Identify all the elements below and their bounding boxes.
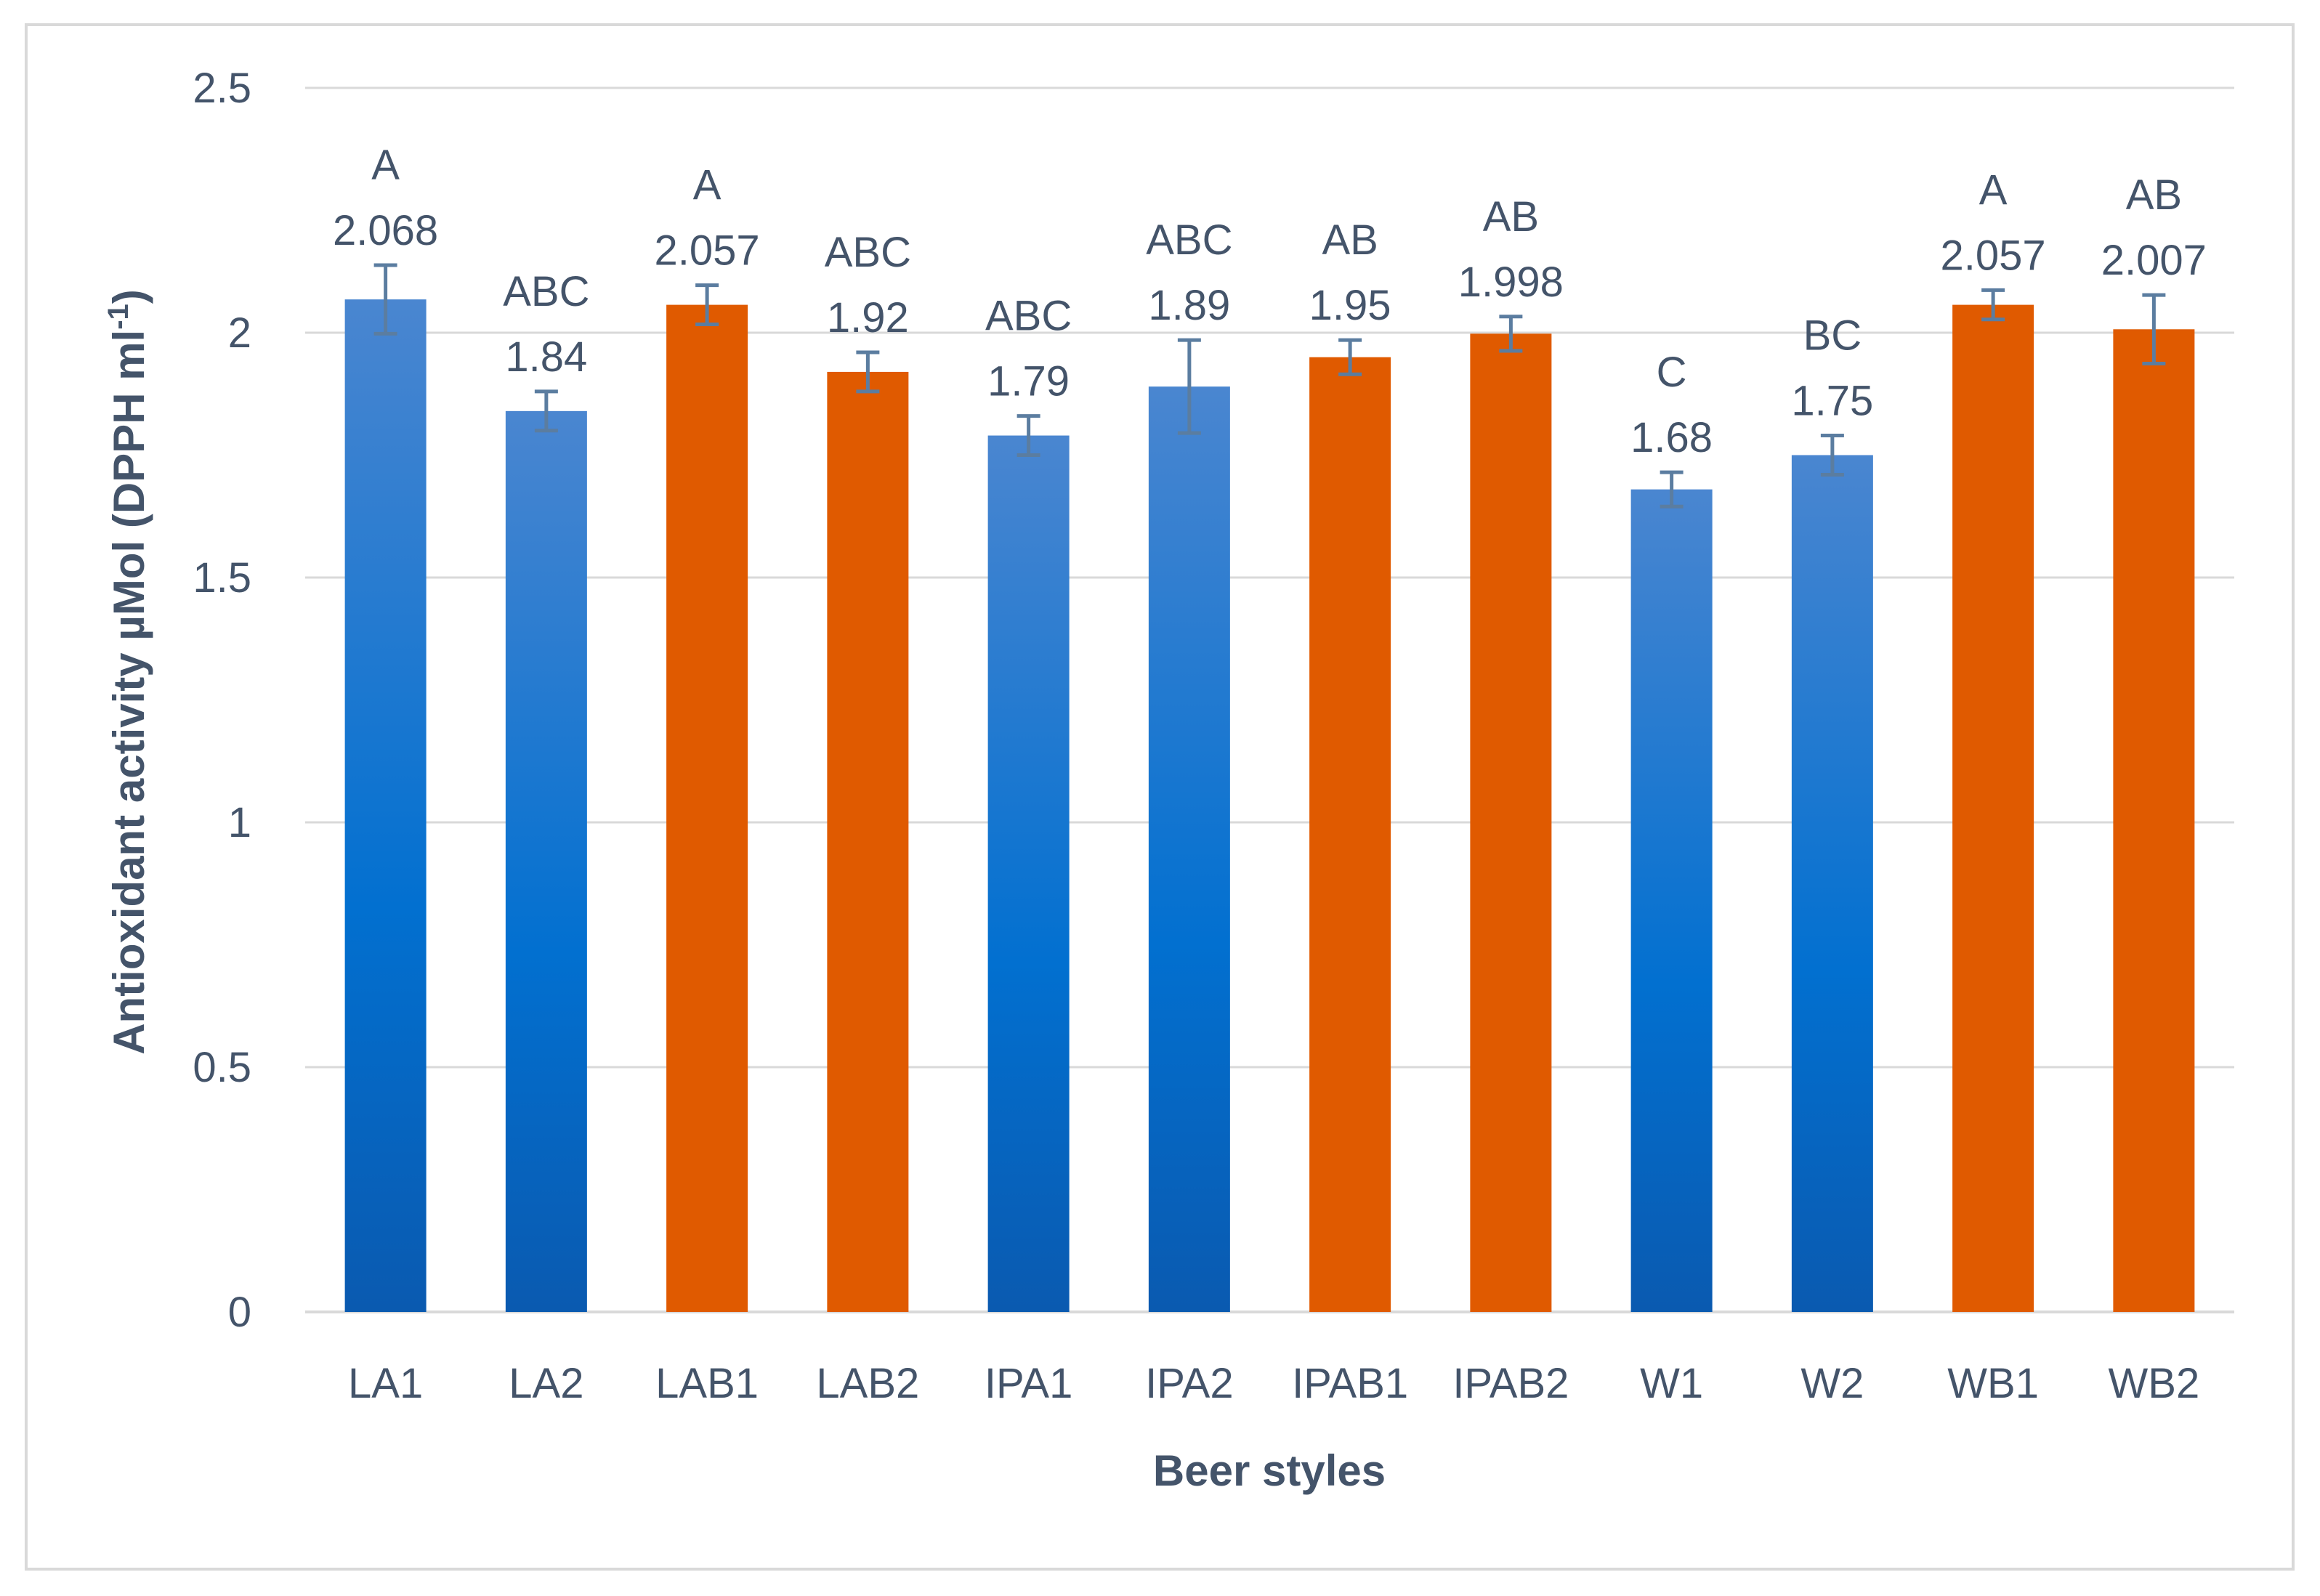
error-bar <box>695 283 719 327</box>
y-axis-title: Antioxidant activity µMol (DPPH ml-1) <box>102 289 153 1055</box>
significance-letter: A <box>1979 166 2008 214</box>
error-bar <box>1981 288 2005 322</box>
bar-lab2 <box>827 371 909 1312</box>
value-label: 2.068 <box>333 207 438 254</box>
bar-ipa2 <box>1148 386 1230 1312</box>
bar-wb1 <box>1952 304 2034 1312</box>
error-bar <box>1177 338 1201 435</box>
x-tick-label: WB1 <box>1947 1360 2039 1407</box>
y-tick-label: 1.5 <box>193 554 251 601</box>
x-tick-label: IPA2 <box>1145 1360 1233 1407</box>
significance-letter: ABC <box>1146 216 1232 264</box>
y-tick-label: 0 <box>228 1289 251 1336</box>
value-label: 1.95 <box>1309 282 1391 329</box>
x-tick-label: W1 <box>1640 1360 1703 1407</box>
y-tick-label: 2 <box>228 309 251 357</box>
error-bar <box>1820 434 1844 477</box>
x-tick-label: IPA1 <box>985 1360 1072 1407</box>
significance-letter: ABC <box>985 293 1072 340</box>
significance-letter: AB <box>1483 193 1539 240</box>
value-label: 1.79 <box>987 358 1070 405</box>
y-axis-title-close: ) <box>105 289 153 304</box>
bar-ipa1 <box>987 435 1070 1312</box>
x-tick-label: IPAB2 <box>1452 1360 1569 1407</box>
significance-letter: ABC <box>825 229 911 276</box>
error-bar <box>373 263 397 336</box>
error-bar <box>2142 293 2166 365</box>
significance-letter: ABC <box>503 268 589 315</box>
value-label: 1.84 <box>505 333 587 381</box>
bar-la2 <box>505 410 587 1312</box>
bar-la1 <box>344 299 427 1313</box>
value-label: 2.057 <box>655 227 760 275</box>
bar-w2 <box>1791 455 1873 1312</box>
significance-letter: BC <box>1803 312 1862 360</box>
x-tick-label: IPAB1 <box>1292 1360 1408 1407</box>
error-bar <box>1660 470 1684 509</box>
value-label: 1.75 <box>1791 378 1873 425</box>
significance-letter: AB <box>1322 216 1378 264</box>
bar-ipab1 <box>1309 357 1391 1313</box>
bar-lab1 <box>666 304 748 1312</box>
value-label: 1.68 <box>1630 414 1713 461</box>
gridlines <box>305 86 2234 1313</box>
error-bar <box>534 389 558 433</box>
x-tick-label: LAB2 <box>816 1360 919 1407</box>
value-label: 1.998 <box>1458 259 1564 306</box>
x-tick-label: LA1 <box>348 1360 423 1407</box>
y-axis-ticks: 0 0.5 1 1.5 2 2.5 <box>193 65 251 1336</box>
significance-letter: A <box>371 142 400 189</box>
value-label: 1.89 <box>1148 282 1230 329</box>
significance-letter: C <box>1657 349 1687 396</box>
bar-wb2 <box>2113 329 2195 1313</box>
error-bar <box>856 350 880 394</box>
bar-w1 <box>1630 489 1713 1313</box>
bar-ipab2 <box>1470 333 1552 1312</box>
value-label: 1.92 <box>827 294 909 341</box>
significance-letter: AB <box>2126 171 2182 219</box>
value-label: 2.057 <box>1941 232 2046 279</box>
y-tick-label: 2.5 <box>193 65 251 112</box>
value-label: 2.007 <box>2101 237 2207 284</box>
error-bar <box>1499 315 1523 353</box>
error-bar <box>1016 414 1040 457</box>
y-axis-title-superscript: -1 <box>102 304 134 330</box>
x-axis-title: Beer styles <box>1153 1446 1386 1495</box>
error-bar <box>1338 338 1362 376</box>
x-tick-label: LAB1 <box>655 1360 759 1407</box>
significance-letter: A <box>693 162 722 209</box>
x-tick-label: W2 <box>1800 1360 1864 1407</box>
y-axis-title-main: Antioxidant activity µMol (DPPH ml <box>105 330 153 1055</box>
y-tick-label: 0.5 <box>193 1044 251 1091</box>
x-axis-ticks: LA1 LA2 LAB1 LAB2 IPA1 IPA2 IPAB1 IPAB2 W1 W2 WB1 W… <box>348 1360 2199 1407</box>
x-tick-label: LA2 <box>509 1360 583 1407</box>
x-tick-label: WB2 <box>2109 1360 2200 1407</box>
y-tick-label: 1 <box>228 799 251 846</box>
